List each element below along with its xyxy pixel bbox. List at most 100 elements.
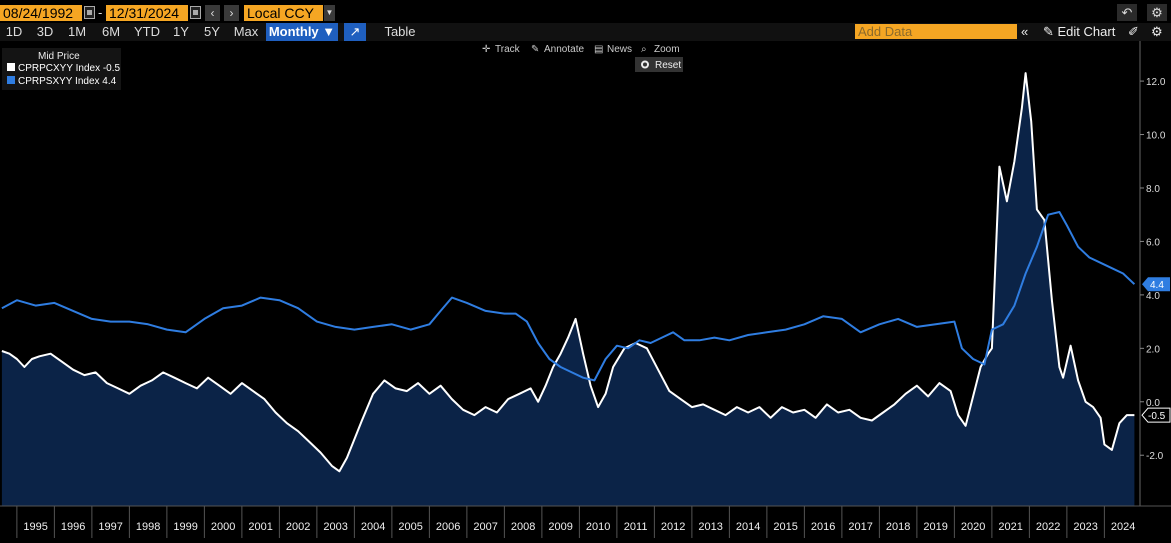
pencil-icon: ✎ bbox=[531, 44, 539, 55]
reset-label: Reset bbox=[655, 60, 681, 71]
x-tick-label: 1995 bbox=[23, 521, 47, 533]
x-tick-label: 2002 bbox=[286, 521, 310, 533]
x-tick-label: 2005 bbox=[398, 521, 422, 533]
area-fills bbox=[1, 73, 1135, 506]
start-date-field[interactable]: 08/24/1992 bbox=[0, 5, 82, 21]
edit-chart-label: Edit Chart bbox=[1057, 24, 1116, 39]
range-button-5y[interactable]: 5Y bbox=[204, 24, 220, 39]
add-data-input[interactable]: Add Data bbox=[855, 24, 1017, 39]
pencil-icon: ✎ bbox=[1043, 24, 1058, 39]
x-tick-label: 2009 bbox=[548, 521, 572, 533]
range-button-1m[interactable]: 1M bbox=[67, 24, 87, 39]
y-axis: 12.0 10.0 8.0 6.0 4.0 2.0 0.0 -2.0 bbox=[1139, 41, 1166, 506]
zoom-label: Zoom bbox=[654, 44, 680, 55]
range-button-1d[interactable]: 1D bbox=[5, 24, 23, 39]
chevron-left-icon[interactable]: ‹ bbox=[205, 5, 220, 21]
crosshair-icon: ✛ bbox=[482, 44, 490, 55]
chevron-right-icon[interactable]: › bbox=[224, 5, 239, 21]
tag-text: -0.5 bbox=[1148, 411, 1166, 422]
news-label: News bbox=[607, 44, 632, 55]
chart-gear-icon[interactable]: ⚙ bbox=[1151, 24, 1163, 39]
range-toolbar: 1D 3D 1M 6M YTD 1Y 5Y Max Monthly ▼ ↗ Table Add Dat… bbox=[0, 23, 1171, 41]
x-tick-label: 2003 bbox=[323, 521, 347, 533]
range-button-1y[interactable]: 1Y bbox=[173, 24, 189, 39]
legend-swatch-2 bbox=[7, 76, 15, 84]
y-tick-label: 6.0 bbox=[1146, 237, 1160, 248]
collapse-icon[interactable]: « bbox=[1021, 24, 1029, 39]
table-button[interactable]: Table bbox=[384, 24, 416, 39]
x-tick-label: 2004 bbox=[361, 521, 385, 533]
last-value-tag-1: 4.4 bbox=[1142, 277, 1170, 292]
x-axis: 1995 1996 1997 1998 1999 2000 2001 2002 2003 2004… bbox=[0, 505, 1171, 538]
end-date-field[interactable]: 12/31/2024 bbox=[106, 5, 188, 21]
x-tick-label: 1998 bbox=[136, 521, 160, 533]
x-tick-label: 1996 bbox=[61, 521, 85, 533]
y-tick-label: 2.0 bbox=[1146, 344, 1160, 355]
last-value-tags: 4.4 -0.5 bbox=[1141, 277, 1171, 423]
x-tick-label: 2000 bbox=[211, 521, 235, 533]
series-line-2 bbox=[1, 211, 1136, 382]
chart-tools: ✛ Track ✎ Annotate ▤ News ⌕ Zoom Reset bbox=[482, 44, 683, 72]
y-tick-label: 12.0 bbox=[1146, 77, 1166, 88]
zoom-icon: ⌕ bbox=[641, 44, 647, 55]
x-tick-label: 2012 bbox=[661, 521, 685, 533]
news-icon: ▤ bbox=[594, 44, 603, 55]
line-chart[interactable]: 12.0 10.0 8.0 6.0 4.0 2.0 0.0 -2.0 1995 1996 1997… bbox=[0, 41, 1171, 538]
start-calendar-icon[interactable] bbox=[84, 6, 95, 19]
x-tick-label: 1997 bbox=[98, 521, 122, 533]
tag-bg bbox=[1141, 407, 1171, 423]
annotate-icon[interactable]: ✐ bbox=[1128, 24, 1139, 39]
tag-text: 4.4 bbox=[1150, 280, 1164, 291]
y-tick-label: -2.0 bbox=[1146, 451, 1164, 462]
x-tick-label: 2008 bbox=[511, 521, 535, 533]
x-tick-label: 2017 bbox=[848, 521, 872, 533]
y-tick-label: 0.0 bbox=[1146, 398, 1160, 409]
x-tick-label: 1999 bbox=[173, 521, 197, 533]
track-button[interactable]: ✛ Track bbox=[482, 44, 521, 55]
x-tick-label: 2024 bbox=[1111, 521, 1135, 533]
chevron-down-icon[interactable]: ▼ bbox=[324, 5, 335, 21]
tag-bg bbox=[1142, 277, 1170, 292]
x-tick-label: 2018 bbox=[886, 521, 910, 533]
last-value-tag-2: -0.5 bbox=[1141, 407, 1171, 423]
x-tick-label: 2006 bbox=[436, 521, 460, 533]
date-separator: - bbox=[98, 5, 103, 20]
edit-chart-button[interactable]: ✎ Edit Chart bbox=[1043, 23, 1115, 41]
range-button-6m[interactable]: 6M bbox=[101, 24, 121, 39]
legend-bg bbox=[2, 48, 121, 90]
series-lines bbox=[1, 72, 1136, 473]
range-button-max[interactable]: Max bbox=[233, 24, 259, 39]
x-tick-label: 2001 bbox=[248, 521, 272, 533]
reset-bg bbox=[635, 57, 683, 72]
series-line-1 bbox=[1, 72, 1135, 473]
end-calendar-icon[interactable] bbox=[190, 6, 201, 19]
x-tick-label: 2023 bbox=[1073, 521, 1097, 533]
chart-area[interactable]: 12.0 10.0 8.0 6.0 4.0 2.0 0.0 -2.0 1995 1996 1997… bbox=[0, 41, 1171, 538]
zoom-button[interactable]: ⌕ Zoom bbox=[641, 44, 680, 55]
x-tick-label: 2015 bbox=[773, 521, 797, 533]
range-button-3d[interactable]: 3D bbox=[36, 24, 54, 39]
legend-item-2: CPRPSXYY Index 4.4 bbox=[18, 76, 117, 87]
currency-select[interactable]: Local CCY bbox=[244, 5, 323, 21]
reset-button[interactable]: Reset bbox=[635, 57, 683, 72]
chart-type-icon[interactable]: ↗ bbox=[344, 23, 366, 41]
y-tick-label: 4.0 bbox=[1146, 291, 1160, 302]
undo-icon[interactable]: ↶ bbox=[1117, 4, 1137, 21]
legend: Mid Price CPRPCXYY Index -0.5 CPRPSXYY I… bbox=[2, 48, 121, 90]
y-tick-label: 8.0 bbox=[1146, 184, 1160, 195]
x-tick-label: 2013 bbox=[698, 521, 722, 533]
range-button-monthly[interactable]: Monthly ▼ bbox=[266, 23, 338, 41]
gear-icon[interactable]: ⚙ bbox=[1147, 4, 1167, 21]
x-tick-label: 2007 bbox=[473, 521, 497, 533]
x-tick-label: 2022 bbox=[1036, 521, 1060, 533]
x-tick-label: 2020 bbox=[961, 521, 985, 533]
x-tick-label: 2010 bbox=[586, 521, 610, 533]
range-button-ytd[interactable]: YTD bbox=[134, 24, 160, 39]
x-tick-label: 2016 bbox=[811, 521, 835, 533]
news-button[interactable]: ▤ News bbox=[594, 44, 632, 55]
y-tick-label: 10.0 bbox=[1146, 131, 1166, 142]
x-tick-label: 2021 bbox=[998, 521, 1022, 533]
annotate-button[interactable]: ✎ Annotate bbox=[531, 44, 584, 55]
top-toolbar: 08/24/1992 - 12/31/2024 ‹ › Local CCY ▼ … bbox=[0, 0, 1171, 23]
legend-title: Mid Price bbox=[38, 51, 80, 62]
